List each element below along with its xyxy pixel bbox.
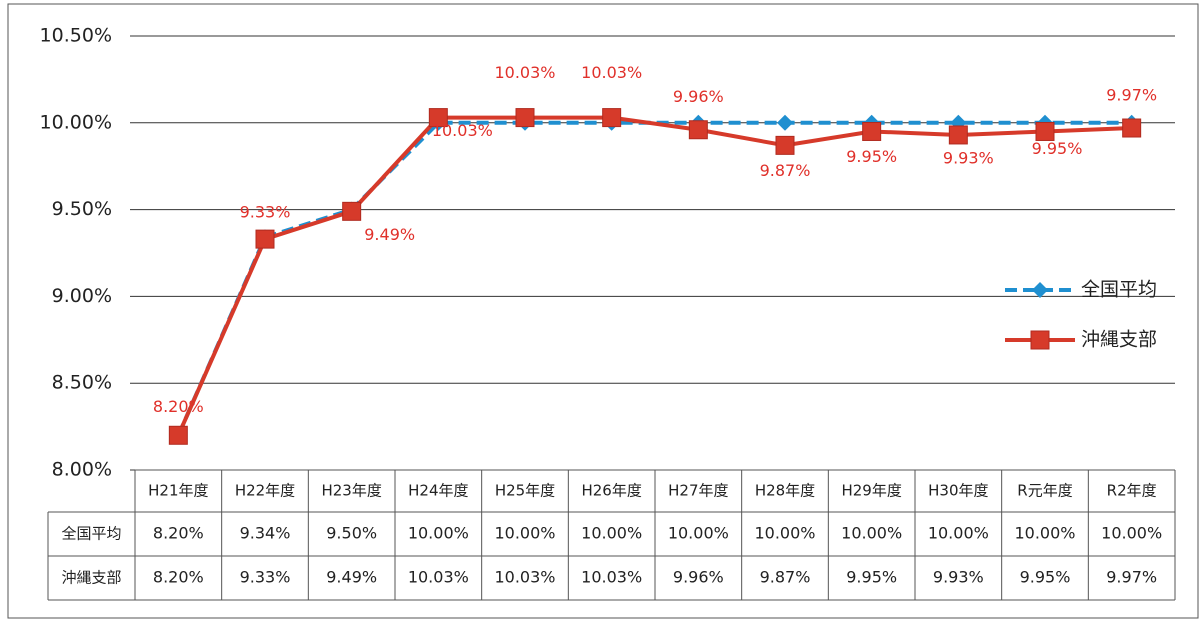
square-marker: [428, 108, 448, 128]
table-value: 10.00%: [494, 524, 555, 543]
table-value: 10.00%: [1014, 524, 1075, 543]
x-tick-label: H28年度: [755, 482, 815, 500]
table-value: 10.00%: [928, 524, 989, 543]
y-tick-label: 8.00%: [52, 459, 112, 481]
square-marker: [168, 425, 188, 445]
y-tick-label: 10.50%: [40, 25, 112, 47]
data-label: 10.03%: [432, 121, 493, 140]
y-tick-label: 9.50%: [52, 198, 112, 220]
table-value: 10.00%: [408, 524, 469, 543]
y-tick-label: 10.00%: [40, 111, 112, 133]
square-marker: [255, 229, 275, 249]
square-marker: [688, 120, 708, 140]
table-value: 9.50%: [326, 524, 377, 543]
square-marker: [1122, 118, 1142, 138]
table-value: 10.00%: [581, 524, 642, 543]
square-marker: [775, 135, 795, 155]
table-value: 9.33%: [240, 568, 291, 587]
x-tick-label: H24年度: [408, 482, 468, 500]
table-value: 9.97%: [1106, 568, 1157, 587]
table-value: 9.34%: [240, 524, 291, 543]
series-line: [176, 115, 1132, 437]
data-label: 9.33%: [240, 203, 291, 222]
table-value: 10.03%: [494, 568, 555, 587]
legend-label: 全国平均: [1081, 279, 1157, 301]
legend-label: 沖縄支部: [1081, 329, 1157, 351]
diamond-marker: [1032, 282, 1048, 298]
square-marker: [602, 108, 622, 128]
diamond-marker: [777, 114, 793, 131]
y-tick-label: 9.00%: [52, 285, 112, 307]
y-tick-label: 8.50%: [52, 372, 112, 394]
square-marker: [948, 125, 968, 145]
x-tick-label: H27年度: [668, 482, 728, 500]
data-label: 9.93%: [943, 148, 994, 167]
data-label: 9.96%: [673, 87, 724, 106]
table-value: 10.00%: [1101, 524, 1162, 543]
square-marker: [342, 201, 362, 221]
table-value: 10.03%: [408, 568, 469, 587]
data-label: 10.03%: [581, 63, 642, 82]
square-marker: [1035, 121, 1055, 141]
data-label: 9.97%: [1106, 86, 1157, 105]
x-tick-label: R元年度: [1017, 482, 1072, 500]
data-label: 9.95%: [846, 147, 897, 166]
series-line: [176, 120, 1132, 437]
table-value: 8.20%: [153, 568, 204, 587]
data-label: 9.49%: [364, 225, 415, 244]
frame: [7, 3, 1199, 619]
table-value: 8.20%: [153, 524, 204, 543]
square-marker: [1030, 330, 1050, 350]
table-row-header: 全国平均: [61, 525, 121, 543]
x-tick-label: R2年度: [1107, 482, 1157, 500]
table-value: 9.49%: [326, 568, 377, 587]
table-value: 10.03%: [581, 568, 642, 587]
x-tick-label: H25年度: [495, 482, 555, 500]
data-label: 9.87%: [760, 161, 811, 180]
data-label: 8.20%: [153, 397, 204, 416]
square-marker: [515, 108, 535, 128]
data-label: 9.95%: [1032, 139, 1083, 158]
x-tick-label: H23年度: [321, 482, 381, 500]
table-value: 9.96%: [673, 568, 724, 587]
table-row-header: 沖縄支部: [61, 569, 121, 587]
table-value: 9.87%: [760, 568, 811, 587]
table-value: 10.00%: [841, 524, 902, 543]
table-value: 9.95%: [846, 568, 897, 587]
x-tick-label: H29年度: [841, 482, 901, 500]
x-tick-label: H26年度: [581, 482, 641, 500]
x-tick-label: H22年度: [235, 482, 295, 500]
x-tick-label: H21年度: [148, 482, 208, 500]
data-label: 10.03%: [494, 63, 555, 82]
square-marker: [862, 121, 882, 141]
table-value: 10.00%: [754, 524, 815, 543]
table-value: 9.93%: [933, 568, 984, 587]
table-value: 10.00%: [668, 524, 729, 543]
x-tick-label: H30年度: [928, 482, 988, 500]
table-value: 9.95%: [1020, 568, 1071, 587]
